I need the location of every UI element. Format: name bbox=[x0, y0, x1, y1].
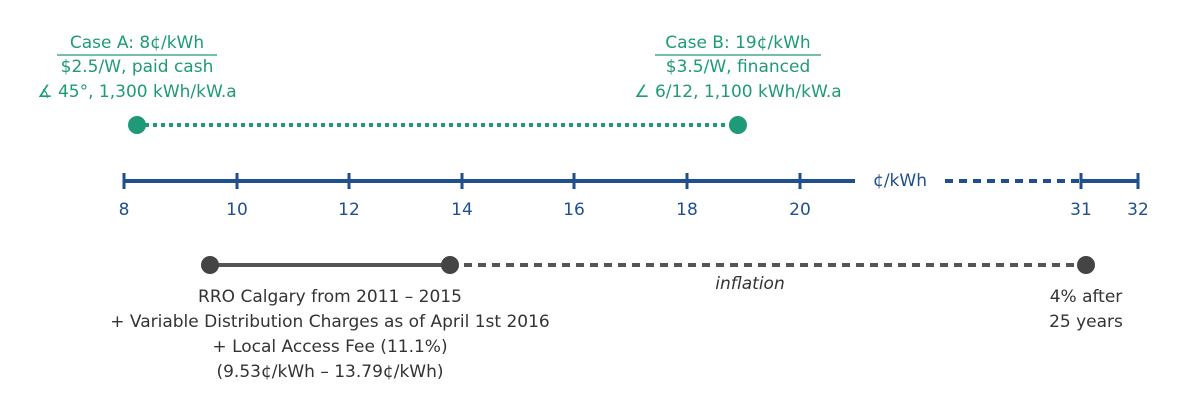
axis-tick-label: 8 bbox=[119, 200, 130, 220]
end-note-line: 25 years bbox=[1049, 312, 1123, 332]
rro-line: (9.53¢/kWh – 13.79¢/kWh) bbox=[216, 362, 443, 382]
axis-tick-label: 12 bbox=[338, 200, 360, 220]
inflation-label: inflation bbox=[715, 274, 784, 294]
rro-line: + Local Access Fee (11.1%) bbox=[212, 337, 447, 357]
axis-unit: ¢/kWh bbox=[873, 171, 927, 191]
case-b-dot bbox=[729, 116, 747, 134]
end-note-line: 4% after bbox=[1050, 287, 1123, 307]
case-a-line: ∡ 45°, 1,300 kWh/kW.a bbox=[37, 82, 236, 102]
rro-high-dot bbox=[441, 256, 459, 274]
axis-tick-label: 20 bbox=[789, 200, 811, 220]
case-a-line: $2.5/W, paid cash bbox=[61, 57, 214, 77]
axis-ticks: 8 10 12 14 16 18 20 31 32 bbox=[119, 173, 1149, 220]
axis-tick-label: 10 bbox=[226, 200, 248, 220]
rro-line: + Variable Distribution Charges as of Ap… bbox=[110, 312, 549, 332]
axis-tick-label: 14 bbox=[451, 200, 473, 220]
axis-tick-label: 31 bbox=[1070, 200, 1092, 220]
rro-low-dot bbox=[201, 256, 219, 274]
axis-tick-label: 32 bbox=[1127, 200, 1149, 220]
case-b-line: $3.5/W, financed bbox=[666, 57, 810, 77]
case-b-line: ∠ 6/12, 1,100 kWh/kW.a bbox=[634, 82, 841, 102]
rro-line: RRO Calgary from 2011 – 2015 bbox=[198, 287, 462, 307]
axis-tick-label: 18 bbox=[676, 200, 698, 220]
case-a-title: Case A: 8¢/kWh bbox=[70, 33, 204, 53]
case-b-title: Case B: 19¢/kWh bbox=[665, 33, 810, 53]
case-a-dot bbox=[128, 116, 146, 134]
axis-tick-label: 16 bbox=[563, 200, 585, 220]
inflation-end-dot bbox=[1077, 256, 1095, 274]
